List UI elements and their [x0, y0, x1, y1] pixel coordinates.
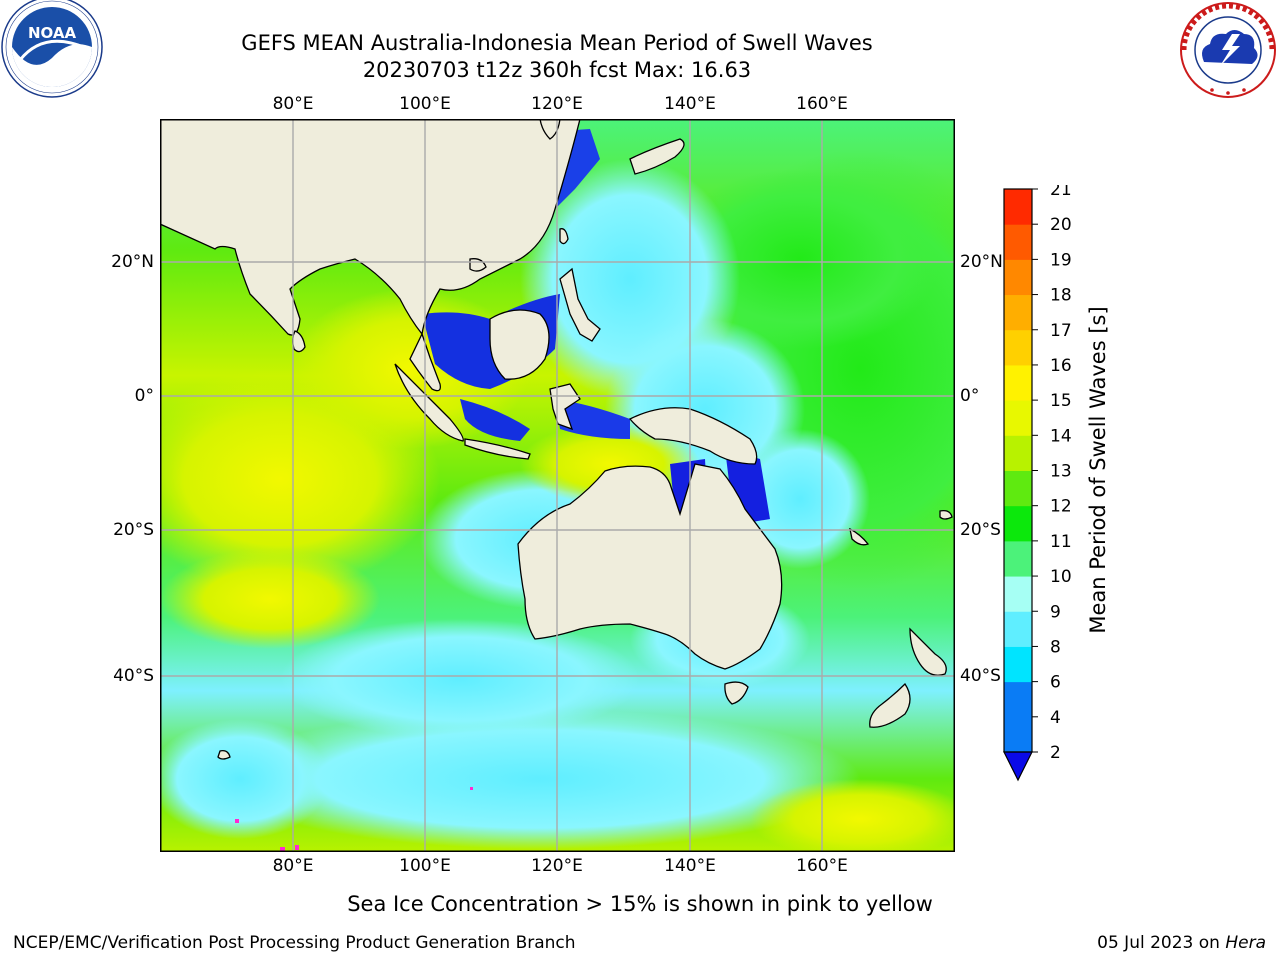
colorbar-segment — [1004, 681, 1032, 718]
colorbar-segment — [1004, 646, 1032, 683]
lat-label-right: 20°S — [960, 520, 1001, 540]
lon-label-top: 80°E — [272, 94, 314, 114]
colorbar: 2 4 6 8 9 10 11 12 13 14 15 16 17 18 19 20 21 — [1003, 185, 1072, 782]
lon-label-bottom: 160°E — [796, 856, 848, 876]
lat-label-right: 40°S — [960, 666, 1001, 686]
lat-label-right: 0° — [960, 386, 980, 406]
lat-label-left: 0° — [134, 386, 154, 406]
colorbar-segment — [1004, 294, 1032, 331]
colorbar-tick-label: 2 — [1050, 743, 1061, 763]
colorbar-tick-label: 13 — [1050, 462, 1072, 482]
date-value: 05 Jul 2023 on — [1097, 933, 1220, 953]
lon-label-bottom: 140°E — [664, 856, 716, 876]
lon-label-top: 160°E — [796, 94, 848, 114]
colorbar-tick-label: 11 — [1050, 532, 1072, 552]
colorbar-tick-label: 10 — [1050, 567, 1072, 587]
colorbar-tick-label: 8 — [1050, 637, 1061, 657]
credit-text: NCEP/EMC/Verification Post Processing Pr… — [13, 933, 576, 953]
colorbar-segment — [1004, 505, 1032, 542]
colorbar-tick-label: 19 — [1050, 250, 1072, 270]
lon-label-top: 140°E — [664, 94, 716, 114]
lon-label-bottom: 80°E — [272, 856, 314, 876]
colorbar-tick-label: 16 — [1050, 356, 1072, 376]
machine-name: Hera — [1225, 933, 1266, 953]
colorbar-tick-label: 12 — [1050, 497, 1072, 517]
colorbar-tick-label: 17 — [1050, 321, 1072, 341]
colorbar-label: Mean Period of Swell Waves [s] — [1086, 306, 1110, 634]
colorbar-tick-label: 15 — [1050, 391, 1072, 411]
lat-label-left: 20°S — [113, 520, 154, 540]
lon-label-bottom: 100°E — [399, 856, 451, 876]
map-title: GEFS MEAN Australia-Indonesia Mean Perio… — [241, 31, 873, 55]
lat-label-right: 20°N — [960, 252, 1003, 272]
noaa-logo: NOAA — [1, 0, 103, 98]
colorbar-tick-label: 6 — [1050, 673, 1061, 693]
colorbar-tick-label: 9 — [1050, 602, 1061, 622]
lon-label-top: 100°E — [399, 94, 451, 114]
colorbar-segment — [1004, 716, 1032, 753]
colorbar-segment — [1004, 189, 1032, 225]
svg-text:NOAA: NOAA — [28, 24, 77, 42]
colorbar-tick-label: 21 — [1050, 185, 1072, 200]
colorbar-segment — [1004, 329, 1032, 366]
nws-logo — [1180, 2, 1276, 98]
colorbar-segment — [1004, 364, 1032, 401]
colorbar-tick-label: 4 — [1050, 708, 1061, 728]
colorbar-tick-label: 20 — [1050, 215, 1072, 235]
colorbar-segment — [1004, 540, 1032, 577]
colorbar-segment — [1004, 470, 1032, 507]
colorbar-tick-label: 18 — [1050, 286, 1072, 306]
colorbar-segment — [1004, 224, 1032, 260]
colorbar-extend — [1003, 751, 1033, 782]
swell-period-map — [160, 119, 955, 852]
sea-ice-note: Sea Ice Concentration > 15% is shown in … — [347, 892, 933, 916]
lat-label-left: 40°S — [113, 666, 154, 686]
map-subtitle: 20230703 t12z 360h fcst Max: 16.63 — [362, 58, 752, 82]
lon-label-top: 120°E — [531, 94, 583, 114]
lon-label-bottom: 120°E — [531, 856, 583, 876]
colorbar-segment — [1004, 400, 1032, 436]
colorbar-segment — [1004, 435, 1032, 471]
colorbar-segment — [1004, 259, 1032, 296]
lat-label-left: 20°N — [111, 252, 154, 272]
colorbar-segment — [1004, 611, 1032, 647]
date-text: 05 Jul 2023 on Hera — [1097, 933, 1266, 953]
colorbar-tick-label: 14 — [1050, 426, 1072, 446]
colorbar-segment — [1004, 576, 1032, 612]
